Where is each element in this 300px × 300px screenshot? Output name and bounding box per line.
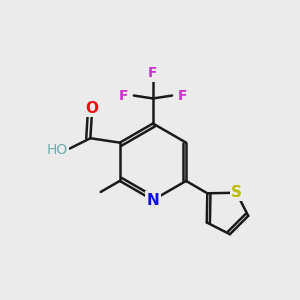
Text: N: N (147, 193, 159, 208)
Text: F: F (148, 66, 158, 80)
Text: O: O (85, 101, 98, 116)
Text: S: S (231, 185, 242, 200)
Text: F: F (118, 88, 128, 103)
Text: HO: HO (47, 143, 68, 157)
Text: F: F (178, 88, 188, 103)
